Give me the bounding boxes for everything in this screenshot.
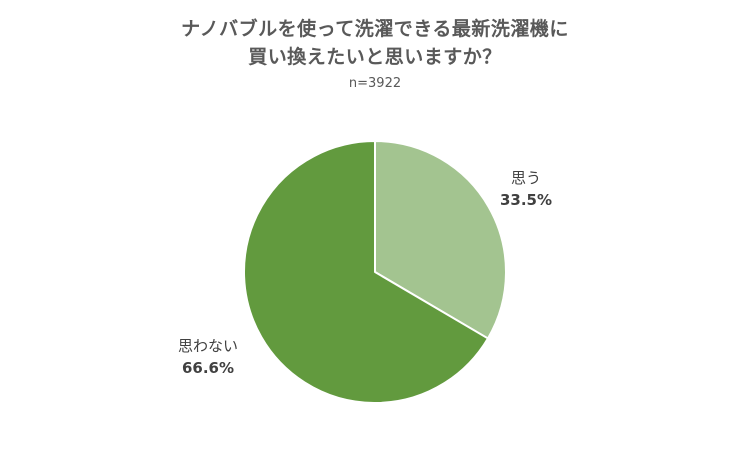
pie-slice-omowanai	[243, 140, 489, 404]
chart-title-line-2: 買い換えたいと思いますか？	[248, 46, 502, 68]
pie-slice-omou	[374, 140, 507, 340]
slice-label-omou-name: 思う	[510, 169, 541, 187]
slice-label-omowanai-value: 66.6%	[181, 359, 235, 377]
slice-label-omou: 思う 33.5%	[486, 167, 566, 211]
slice-label-omou-value: 33.5%	[499, 191, 553, 209]
slice-label-omowanai: 思わない 66.6%	[158, 335, 258, 379]
chart-title-line-1: ナノバブルを使って洗濯できる最新洗濯機に	[181, 18, 569, 40]
slice-label-omowanai-name: 思わない	[177, 337, 238, 355]
chart-subtitle: n=3922	[348, 76, 402, 91]
